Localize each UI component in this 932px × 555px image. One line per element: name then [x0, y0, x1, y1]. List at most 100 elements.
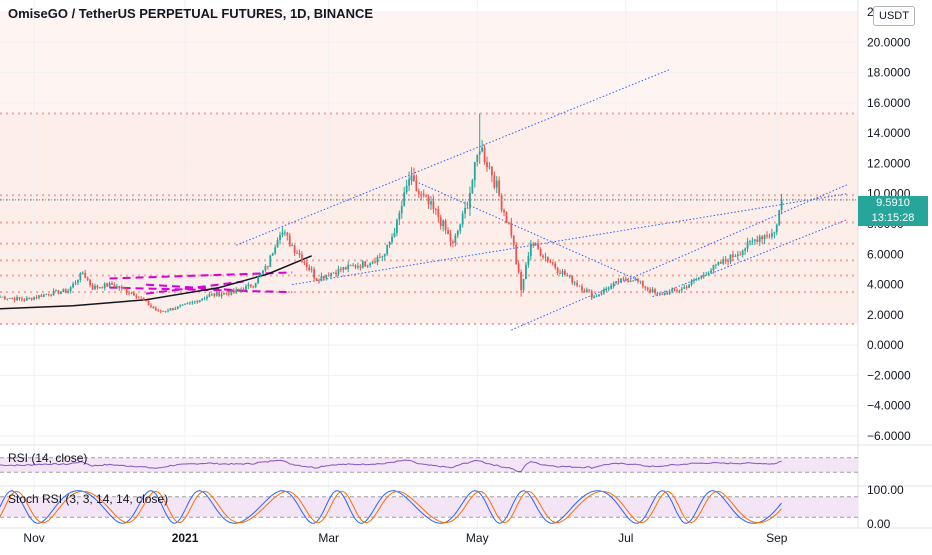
- candle-body-119: [288, 235, 291, 246]
- candle-body-238: [578, 285, 581, 287]
- candle-body-137: [332, 272, 335, 274]
- candle-body-112: [271, 253, 274, 256]
- currency-button[interactable]: USDT: [873, 6, 915, 26]
- candle-body-161: [391, 236, 393, 242]
- candle-body-253: [615, 281, 617, 283]
- price-tick-9: 4.0000: [867, 278, 904, 292]
- candle-body-138: [335, 272, 337, 275]
- candle-body-123: [298, 253, 301, 255]
- candle-body-40: [96, 285, 99, 288]
- candle-body-62: [150, 305, 152, 307]
- candle-body-284: [690, 280, 693, 285]
- candle-body-302: [734, 256, 737, 257]
- candle-body-140: [340, 268, 342, 270]
- candle-body-305: [741, 250, 744, 256]
- candle-body-229: [556, 267, 559, 273]
- candle-body-216: [525, 264, 527, 280]
- candle-body-178: [432, 201, 435, 209]
- candle-body-104: [252, 286, 255, 288]
- candle-body-3: [6, 298, 9, 300]
- candle-body-225: [546, 256, 549, 262]
- candle-body-244: [593, 296, 596, 298]
- candle-body-251: [610, 285, 613, 289]
- candle-body-87: [210, 293, 213, 295]
- candle-body-162: [393, 233, 396, 237]
- candle-body-298: [724, 259, 727, 261]
- candle-body-300: [729, 254, 732, 262]
- candle-body-129: [313, 269, 316, 279]
- candle-body-106: [257, 276, 260, 284]
- candle-body-74: [179, 305, 182, 307]
- candle-body-314: [763, 235, 766, 239]
- candle-body-222: [539, 248, 542, 256]
- candle-body-287: [697, 277, 700, 280]
- candle-body-258: [627, 280, 630, 282]
- candle-body-169: [410, 175, 413, 180]
- candle-body-198: [481, 147, 484, 152]
- candle-body-296: [719, 261, 722, 264]
- price-tick-14: −6.0000: [867, 429, 911, 443]
- candle-body-6: [13, 298, 16, 301]
- dashed-line-3: [146, 283, 244, 292]
- candle-body-223: [542, 255, 544, 258]
- candle-body-206: [500, 195, 503, 211]
- candle-body-47: [113, 284, 116, 288]
- candle-body-56: [135, 295, 138, 298]
- candle-body-19: [45, 294, 48, 296]
- candle-body-224: [544, 256, 547, 258]
- candle-body-68: [164, 310, 167, 312]
- candle-body-250: [607, 288, 610, 290]
- candle-body-297: [722, 259, 725, 264]
- candle-body-243: [590, 290, 593, 298]
- price-tick-4: 14.0000: [867, 126, 911, 140]
- candle-body-135: [327, 275, 330, 277]
- candle-body-95: [230, 290, 233, 295]
- tinted-zone-upper: [0, 12, 858, 114]
- candle-body-255: [620, 278, 622, 283]
- candle-body-290: [705, 274, 708, 276]
- candle-body-36: [86, 277, 89, 280]
- candle-body-303: [736, 254, 739, 257]
- candle-body-170: [413, 175, 415, 181]
- candle-body-199: [483, 147, 486, 163]
- candle-body-201: [488, 166, 491, 168]
- candle-body-269: [654, 289, 656, 293]
- candle-body-64: [154, 308, 157, 311]
- candle-body-130: [315, 278, 318, 281]
- candle-body-48: [115, 286, 118, 288]
- candle-body-295: [717, 261, 720, 265]
- candle-body-210: [510, 223, 513, 236]
- candle-body-175: [425, 195, 428, 197]
- candle-body-75: [181, 304, 184, 306]
- candle-body-280: [680, 288, 683, 291]
- candle-body-50: [120, 287, 123, 289]
- candle-body-167: [405, 185, 408, 193]
- candle-body-219: [532, 243, 535, 246]
- candle-body-256: [622, 278, 625, 280]
- candle-body-151: [366, 265, 369, 267]
- candle-body-146: [354, 265, 357, 268]
- candle-body-306: [744, 248, 747, 251]
- candle-body-252: [612, 282, 615, 286]
- candle-body-276: [671, 289, 673, 292]
- candle-body-67: [162, 310, 165, 312]
- stoch-tick-1: 0.00: [867, 517, 891, 531]
- candle-body-240: [583, 290, 586, 292]
- candle-body-88: [213, 293, 216, 296]
- candle-body-134: [325, 275, 328, 279]
- candle-body-154: [374, 261, 376, 263]
- candle-body-1: [1, 296, 4, 298]
- time-tick-5: Sep: [766, 531, 788, 545]
- price-tick-2: 18.0000: [867, 66, 911, 80]
- price-tick-10: 2.0000: [867, 308, 904, 322]
- candle-body-24: [57, 290, 60, 294]
- candle-body-107: [259, 273, 262, 277]
- candle-body-166: [403, 192, 406, 206]
- dashed-line-2: [145, 280, 244, 295]
- candle-body-228: [554, 263, 557, 268]
- candle-body-246: [598, 294, 600, 297]
- candle-body-242: [588, 289, 591, 291]
- candle-body-273: [663, 292, 666, 295]
- candle-body-139: [337, 268, 340, 275]
